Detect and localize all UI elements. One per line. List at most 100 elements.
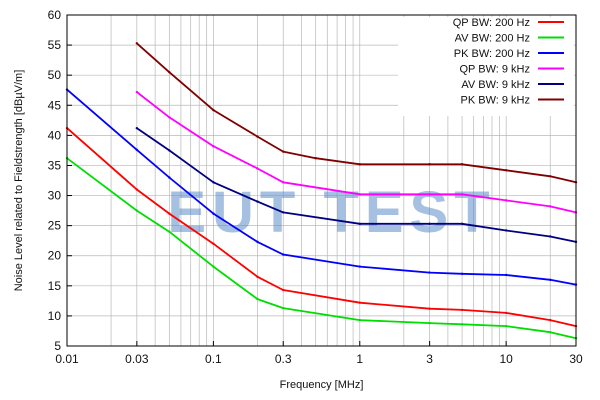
legend-label: AV BW: 200 Hz — [455, 33, 530, 45]
data-point — [428, 193, 431, 196]
x-tick-label: 0.03 — [125, 352, 149, 366]
y-tick-label: 25 — [48, 219, 62, 233]
data-point — [256, 167, 259, 170]
data-point — [135, 126, 139, 130]
data-point — [428, 163, 431, 166]
x-tick-label: 0.1 — [205, 352, 222, 366]
legend-label: PK BW: 9 kHz — [461, 95, 530, 107]
watermark-text: EUT TEST — [167, 180, 495, 245]
x-axis-title: Frequency [MHz] — [280, 379, 364, 391]
y-tick-label: 45 — [48, 98, 62, 112]
data-point — [256, 200, 259, 203]
data-point — [212, 144, 215, 148]
data-point — [314, 157, 317, 160]
data-point — [168, 116, 171, 119]
data-point — [549, 318, 552, 322]
ticks: 0.01 0.03 0.1 0.3 1 3 10 30 5 10 15 20 25 30 35 40 45 50 5… — [48, 8, 583, 366]
data-point — [256, 135, 259, 138]
y-tick-label: 55 — [48, 38, 62, 52]
data-point — [212, 108, 215, 112]
data-point — [256, 275, 259, 278]
data-point — [428, 222, 431, 226]
data-point — [256, 297, 259, 301]
data-point — [549, 330, 552, 334]
data-point — [282, 211, 285, 214]
series-layer — [65, 42, 578, 340]
data-point — [549, 205, 552, 208]
y-tick-label: 10 — [48, 309, 62, 323]
data-point — [135, 90, 139, 94]
data-point — [212, 181, 215, 184]
data-point — [358, 318, 361, 322]
data-point — [256, 240, 259, 244]
x-tick-label: 0.3 — [275, 352, 292, 366]
data-point — [504, 324, 508, 328]
data-point — [282, 150, 285, 153]
y-tick-label: 60 — [48, 8, 62, 22]
series-line — [66, 127, 577, 327]
data-point — [460, 308, 464, 312]
data-point — [428, 307, 431, 310]
data-point — [504, 169, 508, 172]
data-point — [428, 321, 431, 325]
data-point — [460, 323, 464, 326]
y-tick-label: 30 — [48, 189, 62, 203]
plot-frame — [66, 14, 577, 347]
data-point — [212, 212, 215, 215]
watermark-layer: EUT TEST — [167, 180, 495, 245]
data-point — [549, 235, 552, 238]
legend-label: AV BW: 9 kHz — [461, 79, 530, 91]
data-point — [504, 273, 508, 277]
data-point — [135, 148, 139, 152]
data-point — [282, 288, 285, 292]
y-tick-label: 15 — [48, 279, 62, 293]
data-point — [168, 70, 171, 74]
data-point — [358, 265, 361, 268]
data-point — [135, 209, 139, 212]
x-tick-label: 0.01 — [55, 352, 79, 366]
data-point — [358, 193, 361, 196]
series-line — [136, 42, 577, 184]
y-tick-label: 20 — [48, 249, 62, 263]
x-tick-label: 30 — [569, 352, 583, 366]
series-line — [66, 157, 577, 340]
data-point — [460, 272, 464, 275]
data-point — [358, 163, 361, 166]
y-axis-title: Noise Level related to Fieldstrength [dB… — [13, 70, 25, 292]
data-point — [504, 229, 508, 232]
y-tick-label: 5 — [54, 339, 61, 353]
legend-label: PK BW: 200 Hz — [454, 48, 530, 60]
legend-label: QP BW: 9 kHz — [459, 64, 530, 76]
series-line — [66, 88, 577, 286]
data-point — [504, 199, 508, 202]
data-point — [168, 176, 171, 179]
data-point — [428, 271, 431, 274]
data-point — [358, 301, 361, 304]
data-point — [549, 278, 552, 281]
data-point — [460, 222, 464, 226]
x-tick-label: 10 — [499, 352, 513, 366]
data-point — [282, 181, 285, 184]
data-point — [212, 242, 215, 245]
data-point — [135, 42, 139, 45]
y-tick-label: 35 — [48, 158, 62, 172]
data-point — [282, 253, 285, 256]
data-point — [168, 212, 171, 215]
data-point — [168, 149, 171, 152]
data-point — [460, 163, 464, 166]
data-point — [282, 306, 285, 310]
y-tick-label: 40 — [48, 128, 62, 142]
legend: QP BW: 200 Hz AV BW: 200 Hz PK BW: 200 Hz Q… — [398, 17, 574, 116]
data-point — [460, 193, 464, 196]
y-tick-label: 50 — [48, 68, 62, 82]
data-point — [168, 230, 171, 233]
data-point — [358, 222, 361, 226]
legend-label: QP BW: 200 Hz — [453, 17, 530, 29]
x-tick-label: 3 — [426, 352, 433, 366]
x-tick-label: 1 — [356, 352, 363, 366]
data-point — [504, 311, 508, 315]
data-point — [549, 175, 552, 178]
data-point — [135, 188, 139, 191]
data-point — [212, 265, 215, 268]
